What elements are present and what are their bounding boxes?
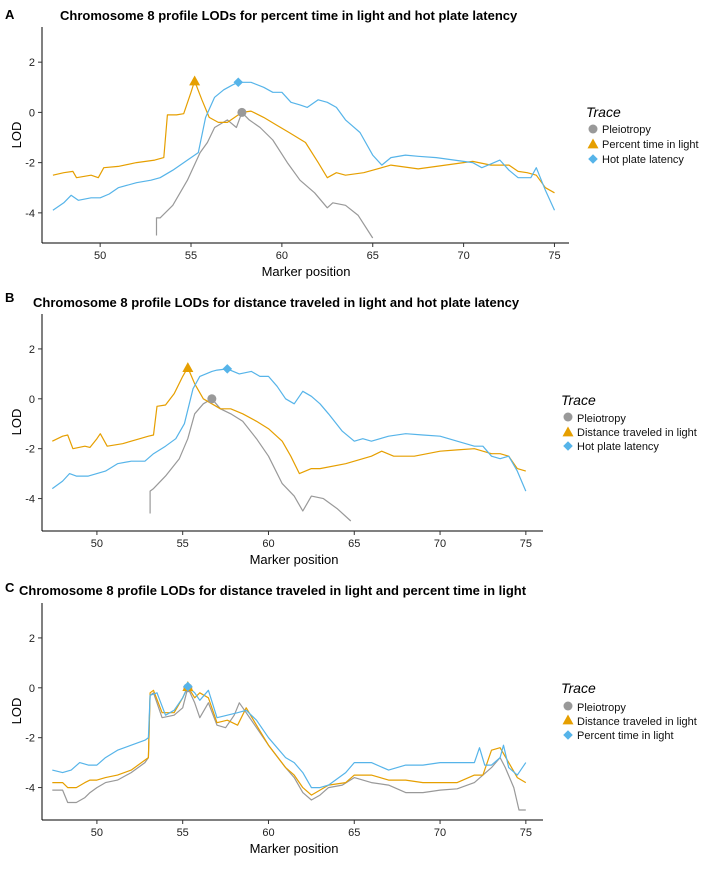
legend-label-hot-plate-latency: Hot plate latency — [602, 154, 684, 166]
peak-marker-pleiotropy — [237, 107, 247, 117]
peak-marker-percent-time-in-light — [183, 681, 193, 692]
legend-label-hot-plate-latency: Hot plate latency — [577, 441, 659, 453]
panel-label: B — [5, 290, 14, 305]
legend-label-percent-time-in-light: Percent time in light — [602, 139, 699, 151]
y-axis-title: LOD — [9, 409, 24, 436]
panel-label: A — [5, 7, 15, 22]
x-tick-label: 55 — [177, 827, 189, 839]
legend-key-distance-traveled-in-light — [562, 426, 574, 437]
y-tick-label: -4 — [25, 208, 35, 220]
panel-a: A Chromosome 8 profile LODs for percent … — [5, 7, 699, 279]
legend-label-pleiotropy: Pleiotropy — [602, 124, 651, 136]
series-line-percent-time-in-light — [52, 685, 527, 789]
y-axis-title: LOD — [9, 122, 24, 149]
x-tick-label: 60 — [276, 250, 288, 262]
x-tick-label: 60 — [262, 827, 274, 839]
peak-marker-hot-plate-latency — [233, 77, 244, 88]
legend-key-hot-plate-latency — [588, 154, 598, 164]
legend-title: Trace — [561, 680, 596, 696]
legend-key-percent-time-in-light — [587, 138, 599, 149]
panel-c: C Chromosome 8 profile LODs for distance… — [5, 580, 697, 856]
legend-label-distance-traveled-in-light: Distance traveled in light — [577, 427, 697, 439]
legend-label-pleiotropy: Pleiotropy — [577, 702, 626, 714]
legend-key-distance-traveled-in-light — [562, 714, 574, 725]
y-tick-label: -2 — [25, 158, 35, 170]
x-tick-label: 65 — [367, 250, 379, 262]
y-tick-label: 0 — [29, 683, 35, 695]
chart-title: Chromosome 8 profile LODs for distance t… — [19, 583, 527, 598]
peak-marker-hot-plate-latency — [222, 364, 233, 374]
x-tick-label: 75 — [520, 538, 532, 550]
x-tick-label: 50 — [94, 250, 106, 262]
y-tick-label: -4 — [25, 494, 35, 506]
legend-label-distance-traveled-in-light: Distance traveled in light — [577, 716, 697, 728]
legend-key-pleiotropy — [563, 412, 573, 422]
x-tick-label: 70 — [457, 250, 469, 262]
series-line-pleiotropy — [155, 111, 374, 239]
y-tick-label: 0 — [29, 394, 35, 406]
legend-key-pleiotropy — [588, 124, 598, 134]
series-line-percent-time-in-light — [52, 80, 555, 194]
y-tick-label: 2 — [29, 633, 35, 645]
legend-key-percent-time-in-light — [563, 730, 573, 740]
y-tick-label: -2 — [25, 733, 35, 745]
y-axis-title: LOD — [9, 698, 24, 725]
legend-label-percent-time-in-light: Percent time in light — [577, 730, 674, 742]
chart-title: Chromosome 8 profile LODs for percent ti… — [60, 8, 518, 23]
peak-marker-distance-traveled-in-light — [182, 362, 194, 373]
y-tick-label: 2 — [29, 344, 35, 356]
x-tick-label: 50 — [91, 538, 103, 550]
legend-key-pleiotropy — [563, 701, 573, 711]
x-axis-title: Marker position — [262, 264, 351, 279]
x-tick-label: 65 — [348, 827, 360, 839]
series-line-distance-traveled-in-light — [52, 685, 527, 796]
legend-key-hot-plate-latency — [563, 441, 573, 451]
x-tick-label: 65 — [348, 538, 360, 550]
chart-title: Chromosome 8 profile LODs for distance t… — [33, 295, 520, 310]
panel-label: C — [5, 580, 15, 595]
y-tick-label: -2 — [25, 444, 35, 456]
legend-title: Trace — [586, 104, 621, 120]
series-line-hot-plate-latency — [52, 81, 556, 211]
x-tick-label: 55 — [185, 250, 197, 262]
y-tick-label: 0 — [29, 107, 35, 119]
x-axis-title: Marker position — [250, 841, 339, 856]
y-tick-label: 2 — [29, 57, 35, 69]
x-tick-label: 55 — [177, 538, 189, 550]
legend-title: Trace — [561, 392, 596, 408]
x-axis-title: Marker position — [250, 552, 339, 567]
legend-label-pleiotropy: Pleiotropy — [577, 413, 626, 425]
x-tick-label: 75 — [520, 827, 532, 839]
x-tick-label: 50 — [91, 827, 103, 839]
x-tick-label: 70 — [434, 827, 446, 839]
panel-b: B Chromosome 8 profile LODs for distance… — [5, 290, 697, 567]
series-line-pleiotropy — [149, 398, 352, 522]
x-tick-label: 70 — [434, 538, 446, 550]
x-tick-label: 60 — [262, 538, 274, 550]
series-line-distance-traveled-in-light — [52, 367, 526, 475]
y-tick-label: -4 — [25, 783, 35, 795]
peak-marker-pleiotropy — [207, 394, 217, 404]
series-line-hot-plate-latency — [51, 368, 527, 492]
x-tick-label: 75 — [548, 250, 560, 262]
peak-marker-percent-time-in-light — [189, 75, 201, 86]
series-line-pleiotropy — [52, 687, 526, 811]
